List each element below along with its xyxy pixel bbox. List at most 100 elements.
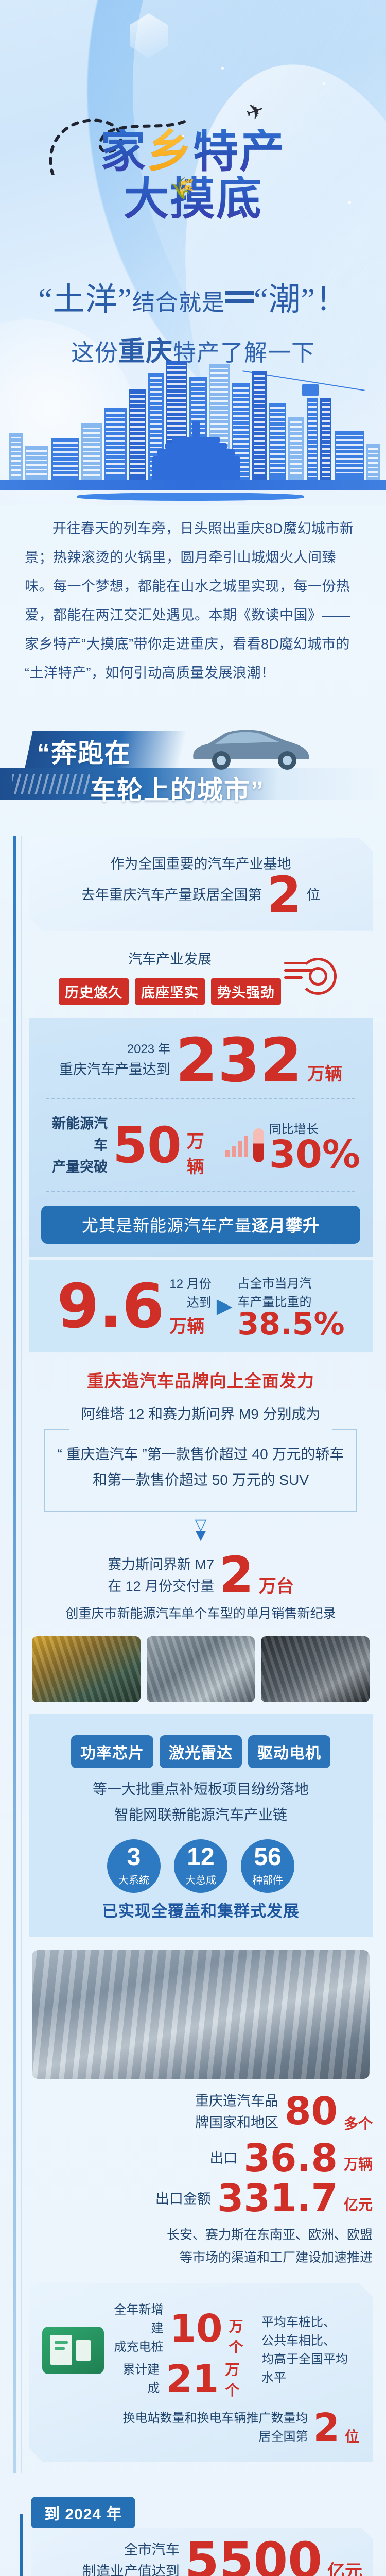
brand-line3: 和第一款售价超过 50 万元的 SUV bbox=[92, 1471, 309, 1488]
chain-stat-number: 12 bbox=[187, 1843, 215, 1871]
share-label-1: 占全市当月汽 bbox=[237, 1277, 312, 1291]
triangle-outline-down-icon: ▽ bbox=[195, 1516, 207, 1533]
industry-tag-list: 历史悠久 底座坚实 势头强劲 bbox=[59, 978, 281, 1005]
export-brands-unit: 多个 bbox=[343, 2115, 373, 2132]
charging-rank-unit: 位 bbox=[344, 2429, 359, 2445]
header-band bbox=[0, 768, 386, 800]
subtitle-jiushi: 就是 bbox=[179, 290, 225, 315]
great-hall-of-people-icon bbox=[147, 413, 245, 480]
nev-label-line1: 新能源汽车 bbox=[52, 1116, 108, 1154]
export-amount-value: 331.7 bbox=[217, 2176, 338, 2221]
output-2023-row: 2023 年 重庆汽车产量达到 232 万辆 bbox=[41, 1030, 360, 1091]
export-note-2: 等市场的渠道和工厂建设加速推进 bbox=[179, 2250, 373, 2265]
export-volume-unit: 万辆 bbox=[343, 2156, 373, 2173]
export-stats-block: 重庆造汽车品 牌国家和地区 80 多个 出口 36.8 万辆 出口金额 331.… bbox=[29, 2090, 373, 2269]
goal-2024-value-1: 5500 bbox=[184, 2531, 322, 2576]
assembly-line-photo bbox=[32, 1950, 370, 2079]
chain-stat-unit: 种部件 bbox=[252, 1875, 283, 1887]
export-volume-label: 出口 bbox=[209, 2150, 238, 2166]
sparkle-dot bbox=[221, 67, 224, 70]
growth-label: 同比增长 bbox=[269, 1123, 319, 1137]
subtitle2-chongqing: 重庆 bbox=[118, 337, 173, 367]
intro-section: 开往春天的列车旁，日头照出重庆8D魔幻城市新景；热辣滚烫的火锅里，圆月牵引山城烟… bbox=[0, 505, 386, 692]
charging-cum-label: 累计建成 bbox=[122, 2363, 160, 2395]
brand-line2: “ 重庆造汽车 ”第一款售价超过 40 万元的轿车 bbox=[57, 1446, 344, 1462]
monthly-climb-banner: 尤其是新能源汽车产量逐月攀升 bbox=[41, 1206, 360, 1244]
building bbox=[129, 389, 146, 480]
charging-total-label-2: 成充电桩 bbox=[114, 2340, 164, 2354]
m7-value: 2 bbox=[219, 1546, 254, 1604]
goal-2024-block: 到 2024 年 全市汽车 制造业产值达到 5500 亿元 汽车产量达到 260… bbox=[13, 2497, 373, 2576]
charging-avg-label-2: 公共车相比、 bbox=[261, 2334, 336, 2348]
hero-title-techan: 特产 bbox=[193, 126, 286, 177]
sparkle-dot bbox=[181, 135, 184, 138]
goal-2024-body: 全市汽车 制造业产值达到 5500 亿元 汽车产量达到 260 万辆 bbox=[31, 2528, 373, 2576]
factory-photo-strip bbox=[32, 1636, 370, 1702]
gear-speed-icon bbox=[284, 952, 343, 1001]
industry-tag: 历史悠久 bbox=[59, 978, 129, 1005]
december-value: 9.6 bbox=[57, 1270, 165, 1342]
subtitle2-zhefen: 这份 bbox=[71, 340, 118, 366]
m7-note: 创重庆市新能源汽车单个车型的单月销售新纪录 bbox=[65, 1606, 336, 1621]
sedan-car-icon bbox=[193, 730, 309, 770]
building bbox=[25, 446, 48, 480]
chain-footer: 已实现全覆盖和集群式发展 bbox=[102, 1902, 300, 1920]
bracket-ear-right bbox=[332, 1429, 357, 1430]
equals-sign-icon bbox=[225, 287, 254, 307]
share-value: 38.5% bbox=[237, 1306, 345, 1343]
monthly-banner-pre: 尤其是新能源汽车产量 bbox=[81, 1216, 252, 1235]
triangle-solid-down-icon: ▼ bbox=[192, 1525, 209, 1545]
industry-chain-card: 功率芯片 激光雷达 驱动电机 等一大批重点补短板项目纷纷落地 智能网联新能源汽车… bbox=[29, 1713, 373, 1937]
subtitle-jiehe: 结合 bbox=[132, 290, 179, 315]
auto-industry-panel: 作为全国重要的汽车产业基地 去年重庆汽车产量跃居全国第 2 位 汽车产业发展 历… bbox=[13, 836, 373, 2473]
charging-rank-row: 换电站数量和换电车辆推广数量均 居全国第 2 位 bbox=[42, 2409, 359, 2446]
export-amount-unit: 亿元 bbox=[343, 2197, 373, 2213]
charging-rank-value: 2 bbox=[313, 2405, 340, 2450]
december-output-card: 9.6 12 月份 达到 万辆 ▶ 占全市当月汽 车产量比重的 38.5% bbox=[29, 1260, 373, 1352]
building bbox=[366, 444, 380, 480]
export-brands-row: 重庆造汽车品 牌国家和地区 80 多个 bbox=[29, 2090, 373, 2133]
intro-paragraph: 开往春天的列车旁，日头照出重庆8D魔幻城市新景；热辣滚烫的火锅里，圆月牵引山城烟… bbox=[25, 521, 354, 681]
river-illustration bbox=[72, 489, 314, 505]
output-2023-year: 2023 年 bbox=[127, 1042, 170, 1057]
chain-stat-circle: 12 大总成 bbox=[174, 1839, 227, 1893]
export-brands-label-2: 牌国家和地区 bbox=[195, 2114, 278, 2130]
december-unit: 万辆 bbox=[169, 1316, 205, 1336]
building bbox=[288, 417, 304, 480]
bracket-ear-left bbox=[44, 1429, 69, 1430]
brand-bracket-box: “ 重庆造汽车 ”第一款售价超过 40 万元的轿车 和第一款售价超过 50 万元… bbox=[44, 1429, 357, 1512]
december-reach-label: 达到 bbox=[186, 1295, 212, 1310]
m7-label-1: 赛力斯问界新 M7 bbox=[108, 1556, 215, 1572]
building bbox=[104, 408, 127, 480]
subtitle2-rest: 特产了解一下 bbox=[173, 340, 315, 366]
december-row: 9.6 12 月份 达到 万辆 ▶ 占全市当月汽 车产量比重的 38.5% bbox=[39, 1270, 362, 1343]
industry-tag: 势头强劲 bbox=[211, 978, 281, 1005]
hero-title: 家乡特产 🌾 大摸底 bbox=[0, 129, 386, 222]
divider-dashed bbox=[46, 1098, 355, 1100]
industry-development-block: 汽车产业发展 历史悠久 底座坚实 势头强劲 bbox=[29, 948, 373, 1005]
charging-station-icon bbox=[42, 2327, 104, 2374]
output-2023-label: 重庆汽车产量达到 bbox=[59, 1062, 170, 1078]
dashed-flight-path bbox=[49, 118, 188, 175]
chain-stat-circle: 56 种部件 bbox=[241, 1839, 294, 1893]
hero-banner: ✈ 家乡特产 🌾 大摸底 “土洋”结合就是 “潮”！ 这份重庆特产了解一下 bbox=[0, 0, 386, 505]
export-amount-label: 出口金额 bbox=[155, 2191, 211, 2207]
charging-total-label-1: 全年新增建 bbox=[114, 2303, 164, 2335]
rank-unit: 位 bbox=[306, 887, 321, 903]
output-2023-unit: 万辆 bbox=[307, 1064, 343, 1084]
growth-value: 30% bbox=[269, 1132, 360, 1177]
down-arrow-group: ▽ ▼ bbox=[29, 1516, 373, 1546]
rank-line2-label: 去年重庆汽车产量跃居全国第 bbox=[81, 887, 262, 903]
charging-rank-label-1: 换电站数量和换电车辆推广数量均 bbox=[122, 2411, 308, 2425]
chain-tag: 驱动电机 bbox=[248, 1735, 330, 1768]
share-label-2: 车产量比重的 bbox=[237, 1295, 312, 1310]
hero-title-xiang: 乡 bbox=[146, 126, 193, 177]
charging-rank-label-2: 居全国第 bbox=[258, 2430, 308, 2444]
nev-label-line2: 产量突破 bbox=[52, 1159, 108, 1175]
sparkle-dot bbox=[323, 82, 325, 85]
m7-unit: 万台 bbox=[258, 1576, 294, 1596]
building bbox=[51, 438, 79, 480]
charging-cum-unit: 万个 bbox=[225, 2362, 240, 2398]
chain-line1: 等一大批重点补短板项目纷纷落地 bbox=[92, 1781, 309, 1797]
